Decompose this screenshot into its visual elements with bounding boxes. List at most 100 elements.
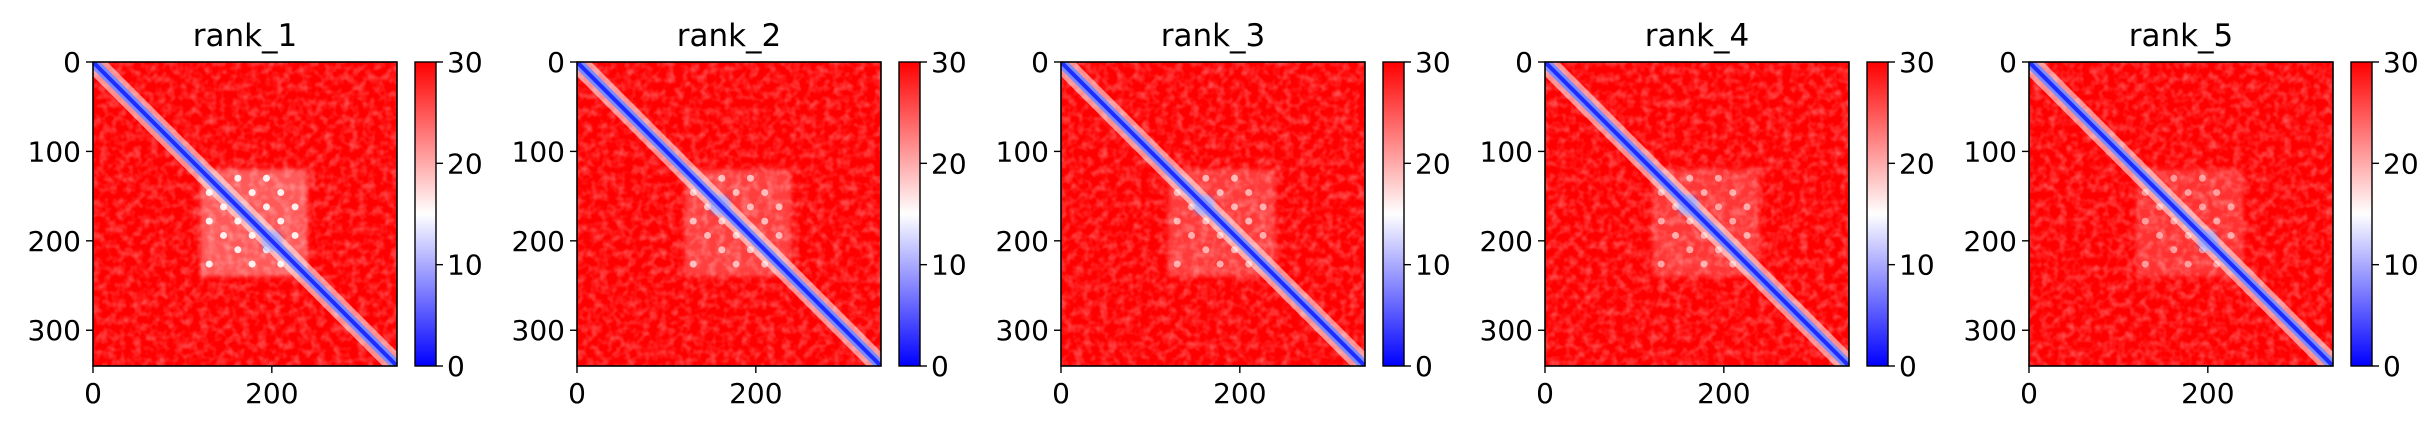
y-tick-label: 100 xyxy=(512,135,565,168)
colorbar-tick-label: 30 xyxy=(447,46,483,79)
chart-title: rank_2 xyxy=(677,18,782,54)
colorbar-tick-label: 30 xyxy=(1899,46,1935,79)
heatmap-contact-dot xyxy=(1657,217,1665,225)
heatmap-contact-dot xyxy=(704,231,712,239)
chart-title: rank_4 xyxy=(1645,18,1750,54)
heatmap-contact-dot xyxy=(2141,260,2149,268)
colorbar-tick-label: 10 xyxy=(1415,249,1451,282)
heatmap-contact-dot xyxy=(1202,246,1210,254)
heatmap-contact-dot xyxy=(1729,189,1737,197)
colorbar-gradient xyxy=(414,61,437,367)
heatmap-contact-dot xyxy=(1259,203,1267,211)
plot-frame xyxy=(1060,61,1366,367)
y-tick-label: 200 xyxy=(996,225,1049,258)
x-tick-label: 0 xyxy=(1052,377,1070,410)
heatmap-contact-dot xyxy=(1259,231,1267,239)
heatmap-contact-dot xyxy=(1729,217,1737,225)
heatmap-contact-dot xyxy=(1188,231,1196,239)
y-tick-label: 300 xyxy=(512,314,565,347)
heatmap-contact-dot xyxy=(1216,260,1224,268)
heatmap-contact-dot xyxy=(234,174,242,182)
y-tick-label: 100 xyxy=(28,135,81,168)
diagonal-core xyxy=(1545,62,1849,366)
heatmap-contact-dot xyxy=(2141,217,2149,225)
heatmap-contact-dot xyxy=(1230,203,1238,211)
colorbar-tick-label: 0 xyxy=(1415,350,1433,383)
heatmap-contact-dot xyxy=(2170,174,2178,182)
x-tick-label: 0 xyxy=(568,377,586,410)
x-tick-label: 0 xyxy=(1536,377,1554,410)
heatmap-contact-dot xyxy=(2198,174,2206,182)
heatmap-contact-dot xyxy=(1743,231,1751,239)
x-tick-label: 200 xyxy=(1697,377,1750,410)
y-tick-label: 300 xyxy=(28,314,81,347)
plot-frame xyxy=(576,61,882,367)
heatmap-contact-dot xyxy=(2213,189,2221,197)
heatmap-contact-dot xyxy=(746,174,754,182)
colorbar: 0 10 20 30 xyxy=(414,46,483,383)
heatmap-contact-dot xyxy=(1686,246,1694,254)
heatmap-contact-dot xyxy=(248,260,256,268)
diagonal-core xyxy=(1061,62,1365,366)
plot-frame xyxy=(2028,61,2334,367)
colorbar-tick-label: 0 xyxy=(447,350,465,383)
heatmap-contact-dot xyxy=(205,217,213,225)
heatmap-contact-dot xyxy=(1245,189,1253,197)
heatmap-contact-dot xyxy=(761,217,769,225)
heatmap-contact-dot xyxy=(1230,174,1238,182)
colorbar-tick-label: 30 xyxy=(1415,46,1451,79)
colorbar: 0 10 20 30 xyxy=(2350,46,2419,383)
colorbar-tick-label: 0 xyxy=(2383,350,2401,383)
x-tick-label: 200 xyxy=(245,377,298,410)
y-tick-label: 0 xyxy=(63,46,81,79)
heatmap-contact-dot xyxy=(1714,174,1722,182)
heatmap-contact-dot xyxy=(1245,217,1253,225)
heatmap-matrix xyxy=(2029,62,2333,366)
heatmap-contact-dot xyxy=(689,260,697,268)
heatmap-contact-dot xyxy=(205,260,213,268)
chart-title: rank_1 xyxy=(193,18,298,54)
heatmap-contact-dot xyxy=(2198,203,2206,211)
heatmap-contact-dot xyxy=(234,246,242,254)
colorbar-tick-label: 10 xyxy=(2383,249,2419,282)
heatmap-contact-dot xyxy=(1216,189,1224,197)
y-tick-label: 0 xyxy=(1515,46,1533,79)
heatmap-contact-dot xyxy=(1173,217,1181,225)
colorbar: 0 10 20 30 xyxy=(1382,46,1451,383)
heatmap-contact-dot xyxy=(761,189,769,197)
colorbar-tick-label: 20 xyxy=(1415,147,1451,180)
y-tick-label: 100 xyxy=(1480,135,1533,168)
heatmap-contact-dot xyxy=(2156,231,2164,239)
diagonal-core xyxy=(93,62,397,366)
heatmap-contact-dot xyxy=(262,174,270,182)
y-tick-label: 200 xyxy=(28,225,81,258)
heatmap-contact-dot xyxy=(775,231,783,239)
x-tick-label: 200 xyxy=(729,377,782,410)
heatmap-contact-dot xyxy=(277,189,285,197)
chart-title: rank_3 xyxy=(1161,18,1266,54)
colorbar-tick-label: 30 xyxy=(2383,46,2419,79)
heatmap-matrix xyxy=(1545,62,1849,366)
heatmap-contact-dot xyxy=(1700,189,1708,197)
colorbar-tick-label: 10 xyxy=(931,249,967,282)
y-tick-label: 200 xyxy=(1964,225,2017,258)
colorbar: 0 10 20 30 xyxy=(1866,46,1935,383)
colorbar-tick-label: 10 xyxy=(447,249,483,282)
heatmap-contact-dot xyxy=(718,174,726,182)
heatmap-matrix xyxy=(93,62,397,366)
heatmap-contact-dot xyxy=(2227,231,2235,239)
heatmap-matrix xyxy=(577,62,881,366)
y-tick-label: 100 xyxy=(996,135,1049,168)
y-tick-label: 300 xyxy=(1964,314,2017,347)
heatmap-contact-dot xyxy=(732,189,740,197)
diagonal-core xyxy=(577,62,881,366)
heatmap-contact-dot xyxy=(220,231,228,239)
heatmap-contact-dot xyxy=(291,231,299,239)
y-tick-label: 300 xyxy=(996,314,1049,347)
heatmap-contact-dot xyxy=(1657,260,1665,268)
y-tick-label: 200 xyxy=(1480,225,1533,258)
